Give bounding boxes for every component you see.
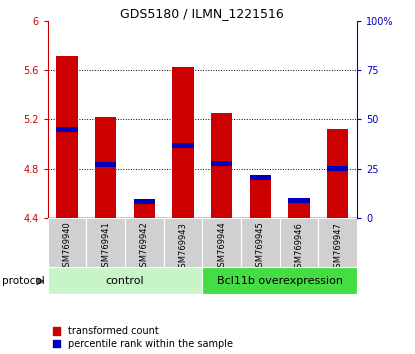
Text: GSM769945: GSM769945 (256, 222, 265, 273)
Bar (125, 218, 164, 267)
Bar (202, 218, 241, 267)
Bar (211, 161, 232, 166)
Bar (164, 218, 202, 267)
Bar (318, 218, 357, 267)
Legend: transformed count, percentile rank within the sample: transformed count, percentile rank withi… (53, 326, 233, 349)
Bar (327, 129, 348, 218)
Bar (56, 127, 78, 132)
Title: GDS5180 / ILMN_1221516: GDS5180 / ILMN_1221516 (120, 7, 284, 20)
Text: Bcl11b overexpression: Bcl11b overexpression (217, 275, 343, 286)
Bar (288, 200, 310, 218)
Bar (48, 218, 86, 267)
Bar (250, 175, 271, 218)
Bar (172, 67, 194, 218)
Text: GSM769942: GSM769942 (140, 222, 149, 273)
Text: GSM769941: GSM769941 (101, 222, 110, 273)
Text: protocol: protocol (2, 276, 45, 286)
Text: GSM769940: GSM769940 (63, 222, 71, 273)
Bar (211, 113, 232, 218)
Bar (56, 56, 78, 218)
Bar (95, 162, 116, 167)
Text: GSM769944: GSM769944 (217, 222, 226, 273)
Bar (134, 199, 155, 204)
Text: GSM769947: GSM769947 (333, 222, 342, 273)
Bar (95, 117, 116, 218)
Bar (48, 267, 202, 294)
Text: control: control (106, 275, 144, 286)
Text: GSM769946: GSM769946 (294, 222, 303, 273)
Bar (172, 143, 194, 148)
Bar (86, 218, 125, 267)
Bar (241, 218, 280, 267)
Bar (288, 198, 310, 203)
Bar (327, 166, 348, 171)
Bar (202, 267, 357, 294)
Bar (280, 218, 318, 267)
Text: GSM769943: GSM769943 (178, 222, 188, 273)
Bar (134, 202, 155, 218)
Bar (250, 175, 271, 179)
